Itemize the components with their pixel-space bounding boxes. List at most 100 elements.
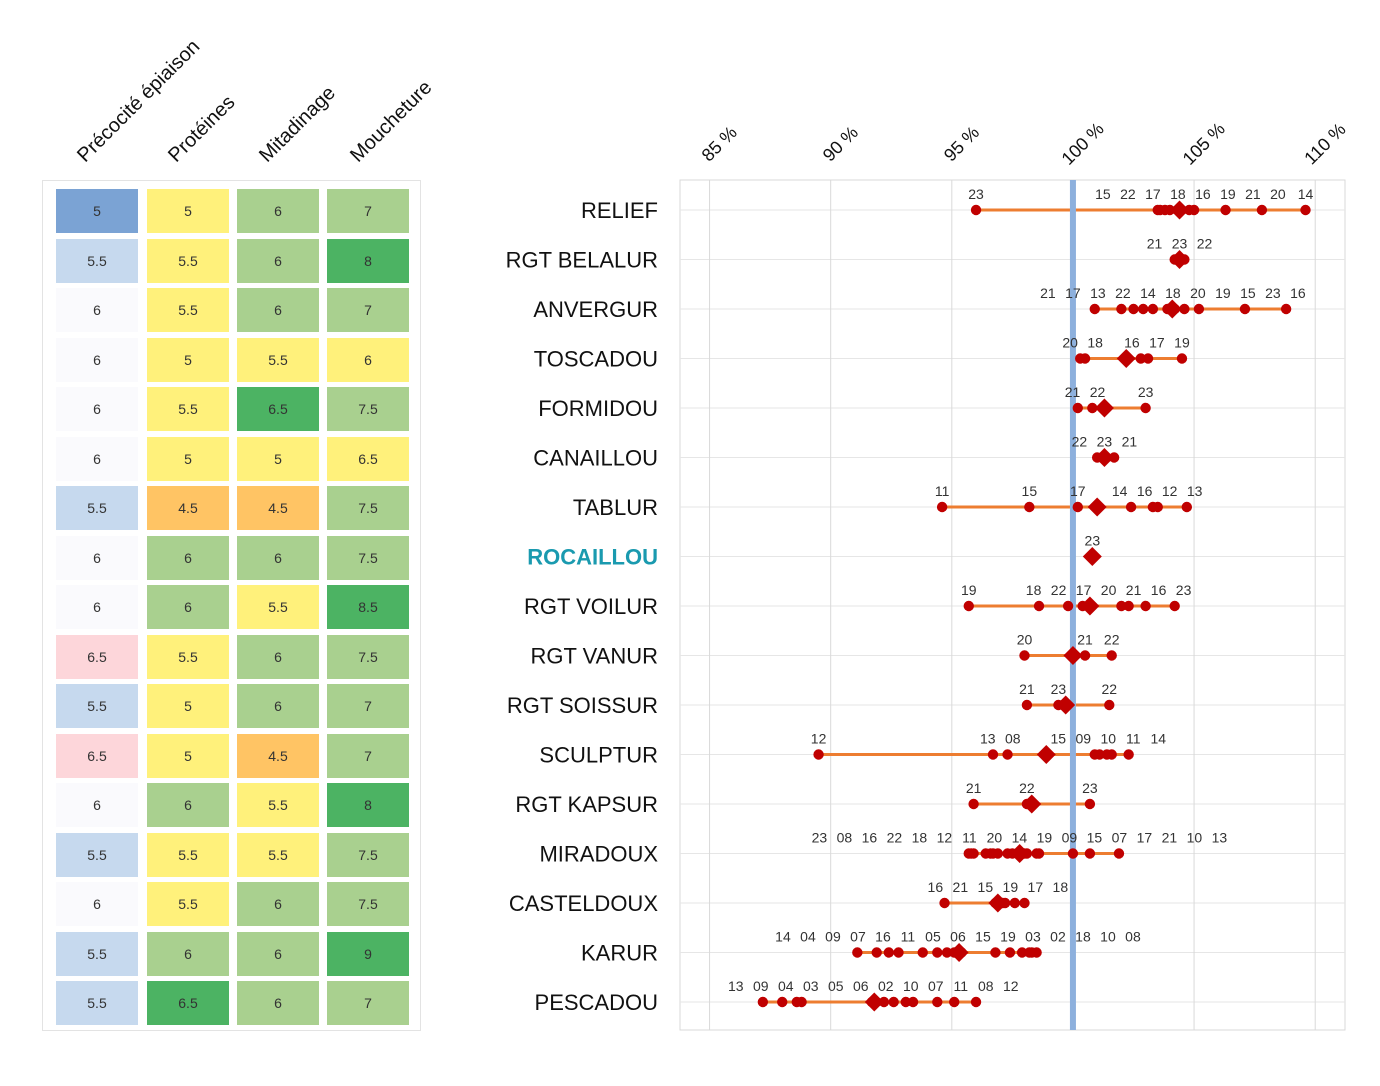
heatmap-cell: 6 [237,634,319,679]
year-label: 11 [954,978,969,994]
year-point [1062,600,1074,612]
year-label: 23 [1176,582,1192,598]
year-label: 14 [1112,483,1128,499]
x-tick-label: 110 % [1300,119,1349,168]
year-point [1300,204,1311,216]
heatmap-cell: 5 [56,189,138,233]
data-markers [757,200,1311,1012]
year-label: 21 [966,780,982,796]
heatmap-cell: 5.5 [147,882,229,926]
year-point [1019,897,1030,909]
heatmap-cell: 5 [147,684,229,728]
year-label: 09 [825,929,841,945]
year-point [1152,501,1163,513]
year-point [1019,650,1030,661]
year-point [1147,303,1159,315]
heatmap-cell: 6 [56,882,138,926]
year-point [757,996,769,1008]
heatmap-cell: 4.5 [237,733,319,778]
year-label: 21 [1162,830,1178,846]
year-label: 23 [1265,285,1281,301]
year-point [1079,353,1091,364]
year-point [1220,204,1231,216]
variety-label: RGT SOISSUR [507,693,658,718]
year-label: 21 [1077,632,1093,648]
year-label: 21 [1019,681,1035,697]
year-label: 05 [828,978,844,994]
heatmap-cell: 5 [147,733,229,778]
mean-marker [988,893,1008,913]
year-label: 10 [1100,929,1116,945]
heatmap-cell: 4.5 [147,486,229,530]
year-point [1033,600,1045,612]
variety-label: CANAILLOU [533,446,658,471]
mean-marker [1022,794,1042,814]
year-label: 22 [1120,186,1136,202]
heatmap-cell: 5 [237,436,319,481]
variety-label: ANVERGUR [533,297,658,322]
year-point [893,947,904,958]
year-point [1016,947,1028,958]
year-label: 21 [1122,434,1138,450]
year-label: 22 [1090,384,1106,400]
year-label: 17 [1149,335,1165,351]
year-point [1089,303,1100,315]
year-label: 19 [1037,830,1053,846]
year-point [878,996,890,1008]
heatmap-cell: 5.5 [147,634,229,679]
variety-label: MIRADOUX [539,842,658,867]
heatmap-cell: 7.5 [327,882,409,926]
year-label: 16 [928,879,944,895]
year-label: 23 [1097,434,1113,450]
year-point [939,897,950,909]
heatmap-cell: 5.5 [147,832,229,877]
variety-label: ROCAILLOU [527,545,658,570]
mean-marker [1056,695,1076,715]
x-tick-label: 100 % [1058,119,1108,169]
year-label: 08 [1005,731,1021,747]
year-label: 19 [961,582,977,598]
year-point [1137,303,1149,315]
heatmap-cell: 6 [56,585,138,629]
year-label: 18 [1170,186,1186,202]
year-label: 11 [901,929,916,945]
year-point [1104,699,1115,711]
year-point [1169,600,1180,612]
variety-label: RGT KAPSUR [515,792,658,817]
year-label: 09 [753,978,769,994]
year-label: 19 [1220,186,1236,202]
variety-label: TABLUR [573,495,658,520]
year-label: 21 [1147,236,1163,252]
year-point [1239,303,1251,315]
year-label: 07 [1112,830,1128,846]
year-point [1176,353,1188,364]
year-label: 12 [811,731,827,747]
year-point [871,947,882,958]
year-point [796,996,807,1008]
variety-label: RGT VANUR [530,644,658,669]
year-point [1135,353,1146,364]
year-label: 18 [1026,582,1042,598]
year-label: 15 [1087,830,1103,846]
year-point [987,749,999,760]
year-point [932,947,943,958]
year-label: 22 [1072,434,1088,450]
year-point [1084,798,1096,810]
year-label: 20 [1101,582,1117,598]
year-point [968,798,979,810]
year-point [1181,501,1193,513]
year-point [1256,204,1268,216]
x-tick-label: 105 % [1179,119,1229,169]
year-label: 15 [1022,483,1038,499]
year-label: 22 [1197,236,1213,252]
year-point [1072,501,1083,513]
year-label: 09 [1062,830,1078,846]
heatmap-cell: 7.5 [327,634,409,679]
year-label: 02 [1050,929,1066,945]
year-point [1108,452,1120,463]
year-point [932,996,943,1008]
year-label: 15 [978,879,994,895]
mean-marker [1080,596,1100,616]
year-point [1031,947,1042,958]
